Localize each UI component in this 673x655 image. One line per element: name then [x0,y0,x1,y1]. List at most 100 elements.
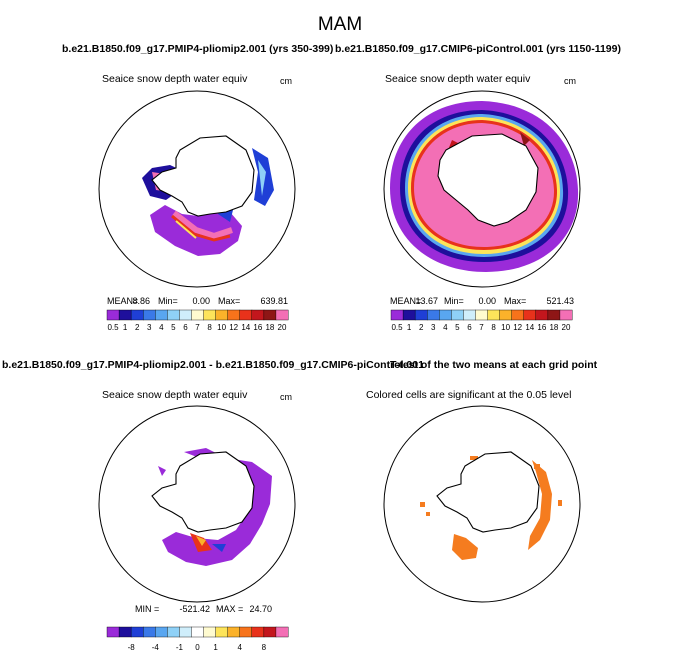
colorbar-tick-label: 4 [238,643,243,652]
coastline [151,451,255,533]
colorbar-swatch [463,309,476,321]
colorbar-swatch [487,309,500,321]
colorbar-swatch [179,626,192,638]
colorbar-tick-label: 10 [501,323,510,332]
colorbar-swatch [191,309,204,321]
colorbar-tick-label: 1 [213,643,218,652]
colorbar-tick-label: 2 [419,323,424,332]
colorbar-swatch [155,626,168,638]
colorbar-tick-label: 5 [455,323,460,332]
colorbar-tick-label: 18 [549,323,558,332]
colorbar-swatch [239,309,253,321]
colorbar-tick-label: 20 [562,323,571,332]
colorbar-tick-label: 14 [241,323,250,332]
data-field [420,456,562,560]
max-value: 639.81 [260,296,288,306]
colorbar-tick-label: -4 [152,643,160,652]
colorbar-swatch [142,309,156,321]
colorbar-swatch [511,309,525,321]
colorbar-swatch [239,626,253,638]
colorbar-tick-label: 5 [171,323,176,332]
units-label: cm [280,392,292,402]
panel-header: b.e21.B1850.f09_g17.CMIP6-piControl.001 … [335,43,621,55]
colorbar-swatch [427,309,440,321]
min-value: -521.42 [179,604,210,614]
stats-line: MEAN= 13.67 Min= 0.00 Max= 521.43 [390,296,574,306]
colorbar-swatch [130,309,144,321]
colorbar-swatch [390,309,404,321]
colorbar-tick-label: 4 [443,323,448,332]
colorbar-tick-label: 16 [537,323,546,332]
colorbar-swatch [118,309,132,321]
mean-label: MEAN= [390,296,421,306]
colorbar-tick-label: 10 [217,323,226,332]
colorbar-swatch [227,626,241,638]
colorbar-swatch [275,626,289,638]
colorbar-tick-label: 18 [265,323,274,332]
coastline [437,133,539,227]
map-panel: Seaice snow depth water equiv cm MIN = -… [98,389,296,652]
colorbar-tick-label: 12 [229,323,238,332]
colorbar: 0.5 1 2 3 4 5 6 7 8 10 12 14 16 18 20 [390,309,573,332]
colorbar-swatch [475,309,488,321]
map-boundary [98,405,296,603]
colorbar-swatch [203,309,216,321]
min-value: 0.00 [478,296,496,306]
max-value: 24.70 [249,604,272,614]
max-label: MAX = [216,604,243,614]
colorbar-swatch [155,309,168,321]
units-label: cm [564,76,576,86]
colorbar-swatch [499,309,513,321]
colorbar-tick-label: 6 [467,323,472,332]
colorbar-swatch [203,626,216,638]
panel-title: Seaice snow depth water equiv [385,73,531,85]
map-panel: Colored cells are significant at the 0.0… [366,389,581,603]
max-label: Max= [218,296,240,306]
colorbar-swatch [167,626,180,638]
map-boundary [383,405,581,603]
colorbar-tick-label: 7 [195,323,200,332]
min-label: MIN = [135,604,159,614]
mean-label: MEAN= [107,296,138,306]
panel-title: Seaice snow depth water equiv [102,73,248,85]
colorbar-tick-label: 8 [262,643,267,652]
colorbar-swatch [414,309,428,321]
colorbar-tick-label: 3 [431,323,436,332]
panel-title: Colored cells are significant at the 0.0… [366,389,571,401]
mean-value: 8.86 [132,296,150,306]
colorbar-tick-label: 3 [147,323,152,332]
colorbar-tick-label: 8 [491,323,496,332]
colorbar-swatch [402,309,416,321]
colorbar-swatch [215,309,229,321]
max-value: 521.43 [546,296,574,306]
colorbar-tick-label: 1 [407,323,412,332]
map-boundary [383,90,581,288]
colorbar: 0.5 1 2 3 4 5 6 7 8 10 12 14 16 18 20 [106,309,289,332]
colorbar-swatch [523,309,537,321]
colorbar-swatch [275,309,289,321]
colorbar-swatch [167,309,180,321]
colorbar-swatch [559,309,573,321]
colorbar-swatch [142,626,156,638]
panel-header: b.e21.B1850.f09_g17.PMIP4-pliomip2.001 (… [62,43,333,55]
colorbar-tick-label: -1 [176,643,184,652]
coastline [436,451,540,533]
colorbar-swatch [535,309,549,321]
min-value: 0.00 [192,296,210,306]
min-label: Min= [158,296,178,306]
colorbar-tick-label: 20 [278,323,287,332]
colorbar-swatch [106,626,120,638]
colorbar-swatch [179,309,192,321]
colorbar-swatch [215,626,229,638]
colorbar-swatch [130,626,144,638]
colorbar-swatch [106,309,120,321]
colorbar-tick-label: 14 [525,323,534,332]
max-label: Max= [504,296,526,306]
stats-line: MIN = -521.42 MAX = 24.70 [135,604,272,614]
colorbar-tick-label: 1 [123,323,128,332]
colorbar-tick-label: 0 [195,643,200,652]
units-label: cm [280,76,292,86]
colorbar-swatch [251,626,265,638]
colorbar-tick-label: -8 [128,643,136,652]
